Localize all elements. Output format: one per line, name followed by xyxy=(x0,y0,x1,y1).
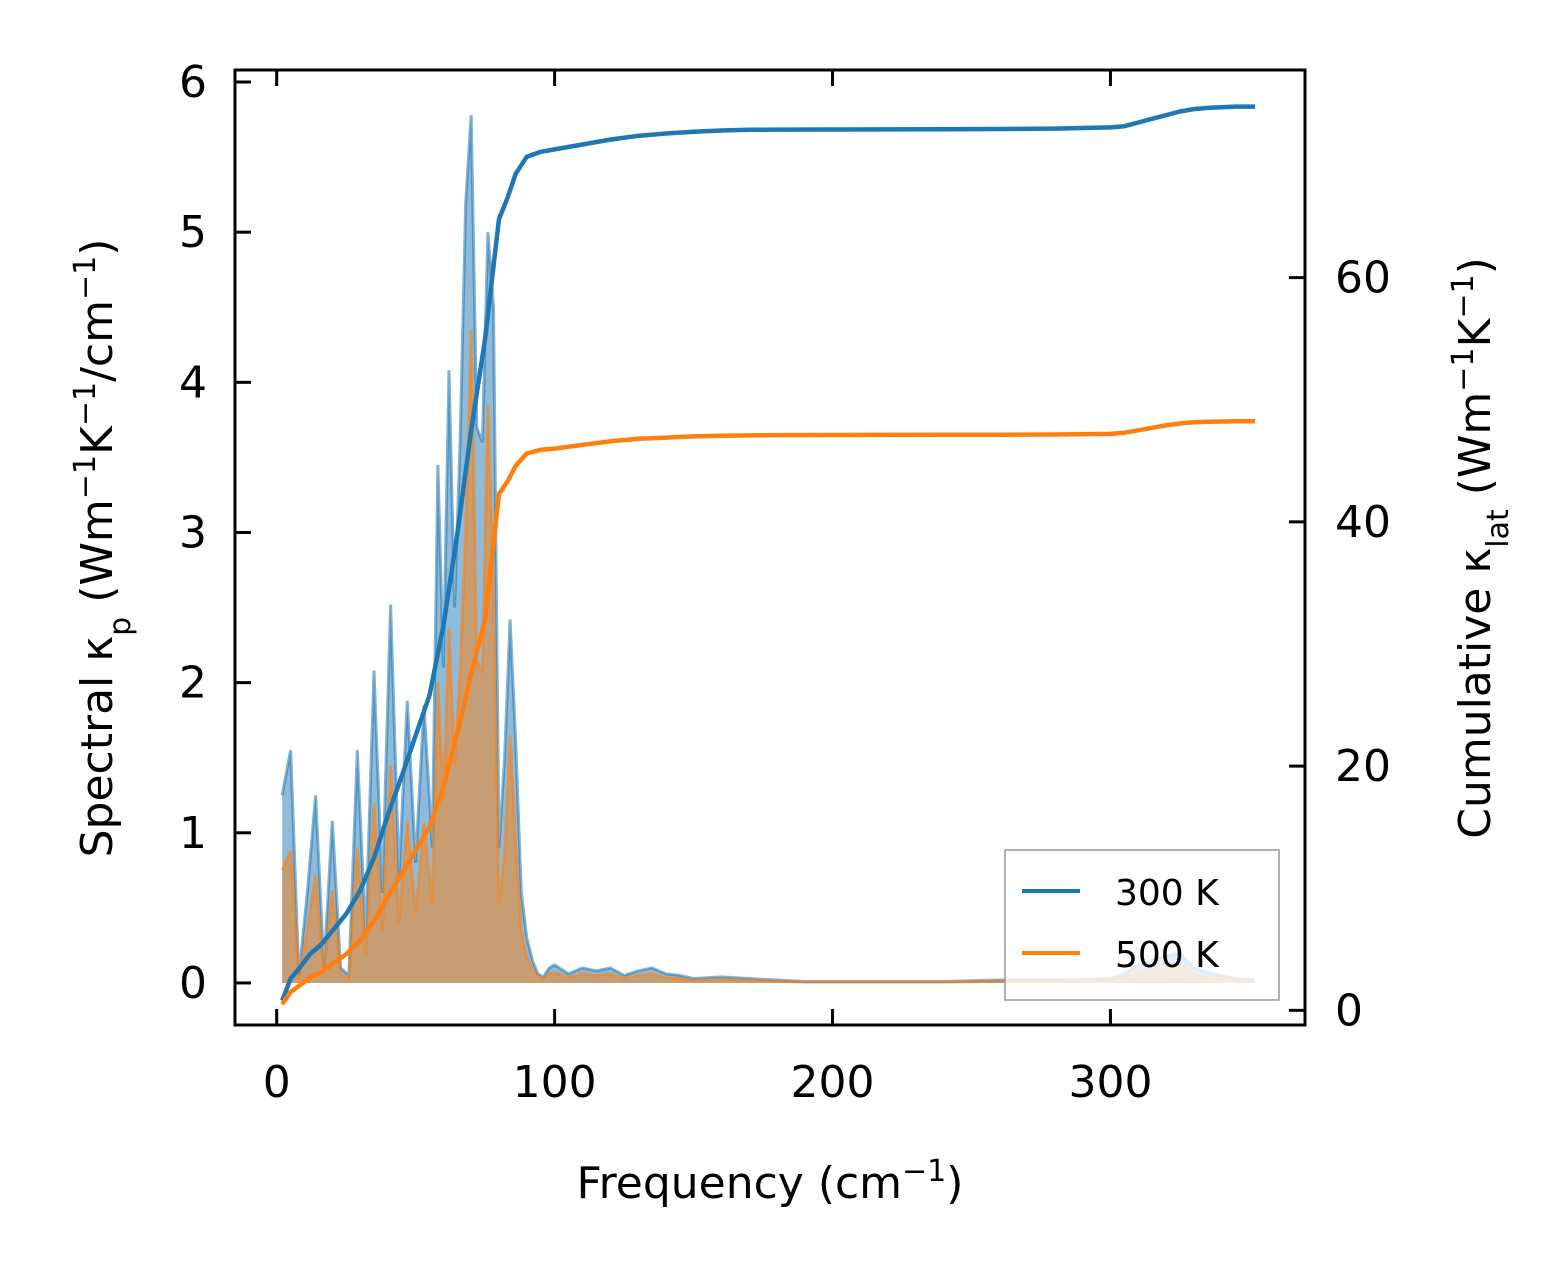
legend-label-500k: 500 K xyxy=(1115,935,1220,976)
y-tick-label-left: 5 xyxy=(179,207,207,258)
y-tick-label-right: 60 xyxy=(1335,253,1391,304)
y-tick-label-left: 2 xyxy=(179,658,207,709)
y-tick-label-right: 20 xyxy=(1335,741,1391,792)
x-axis-label: Frequency (cm−1) xyxy=(577,1154,964,1210)
cumulative-line-0 xyxy=(280,104,1255,1002)
series-lines xyxy=(280,104,1255,1006)
y-tick-label-left: 0 xyxy=(179,958,207,1009)
x-tick-label: 300 xyxy=(1068,1057,1152,1108)
axis-ticks xyxy=(235,70,1305,1025)
legend-label-300k: 300 K xyxy=(1115,873,1220,914)
y-tick-label-left: 6 xyxy=(179,57,207,108)
y-axis-label-left: Spectral κp (Wm−1K−1/cm−1) xyxy=(68,239,138,858)
y-tick-label-left: 4 xyxy=(179,357,207,408)
y-tick-label-right: 0 xyxy=(1335,985,1363,1036)
x-tick-label: 0 xyxy=(263,1057,291,1108)
y-tick-label-left: 1 xyxy=(179,808,207,859)
legend-box xyxy=(1004,849,1280,1001)
y-tick-label-left: 3 xyxy=(179,507,207,558)
legend: 300 K 500 K xyxy=(1004,849,1280,1001)
cumulative-line-1 xyxy=(280,419,1255,1006)
x-tick-label: 100 xyxy=(513,1057,597,1108)
plot-frame xyxy=(233,68,1307,1027)
y-axis-label-right: Cumulative κlat (Wm−1K−1) xyxy=(1446,257,1516,839)
spectral-fill-1 xyxy=(282,329,1255,983)
x-tick-label: 200 xyxy=(791,1057,875,1108)
y-tick-label-right: 40 xyxy=(1335,497,1391,548)
